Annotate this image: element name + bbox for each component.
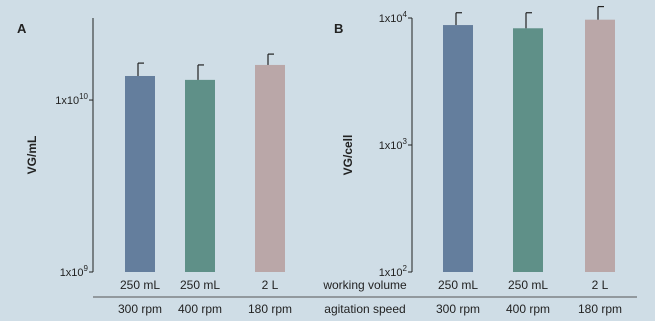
agitation-speed-label: 400 rpm bbox=[506, 302, 550, 316]
panel-a-label: A bbox=[17, 21, 27, 36]
bar bbox=[185, 79, 215, 273]
y-tick-label: 1x103 bbox=[379, 137, 408, 152]
condition-table: working volume agitation speed 250 mL 300… bbox=[93, 278, 637, 316]
agitation-speed-label: 300 rpm bbox=[436, 302, 480, 316]
agitation-speed-label: 180 rpm bbox=[248, 302, 292, 316]
panel-a-ylabel: VG/mL bbox=[25, 136, 39, 175]
y-tick-label: 1x104 bbox=[379, 10, 408, 25]
working-volume-label: 250 mL bbox=[438, 278, 478, 292]
agitation-speed-label: 180 rpm bbox=[578, 302, 622, 316]
y-tick-label: 1x1010 bbox=[55, 92, 88, 107]
bar bbox=[585, 19, 615, 272]
working-volume-label: 250 mL bbox=[508, 278, 548, 292]
working-volume-label: 250 mL bbox=[180, 278, 220, 292]
bar bbox=[443, 25, 473, 272]
panel-b-ylabel: VG/cell bbox=[341, 135, 355, 176]
working-volume-label: 2 L bbox=[592, 278, 609, 292]
agitation-speed-label: 400 rpm bbox=[178, 302, 222, 316]
panel-a-plot: 1x109 1x1010 bbox=[55, 18, 285, 279]
bar bbox=[513, 28, 543, 272]
working-volume-label: 250 mL bbox=[120, 278, 160, 292]
row-header-working-volume: working volume bbox=[322, 278, 407, 292]
y-tick-label: 1x102 bbox=[379, 264, 408, 279]
bar bbox=[125, 75, 155, 272]
row-header-agitation-speed: agitation speed bbox=[324, 302, 405, 316]
panel-b-label: B bbox=[334, 21, 343, 36]
working-volume-label: 2 L bbox=[262, 278, 279, 292]
y-tick-label: 1x109 bbox=[60, 264, 89, 279]
panel-b-plot: 1x102 1x103 1x104 bbox=[379, 5, 615, 279]
bar bbox=[255, 64, 285, 272]
agitation-speed-label: 300 rpm bbox=[118, 302, 162, 316]
